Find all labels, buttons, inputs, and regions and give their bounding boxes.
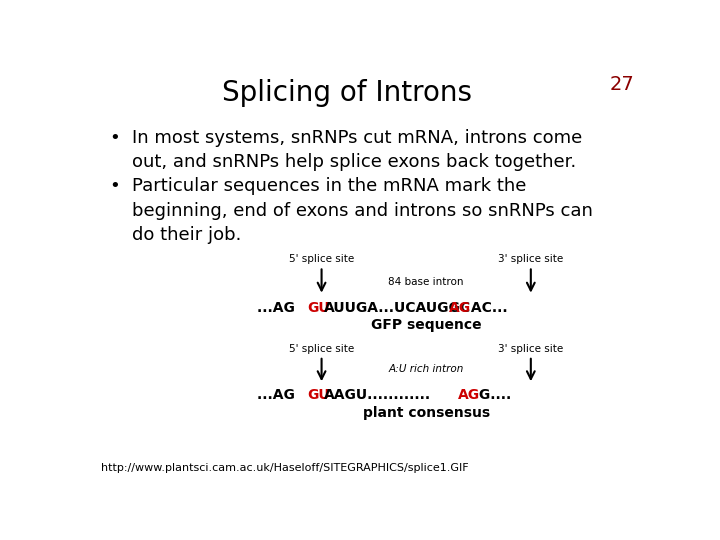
Text: ...AG: ...AG bbox=[258, 301, 300, 315]
Text: do their job.: do their job. bbox=[132, 226, 241, 244]
Text: 5' splice site: 5' splice site bbox=[289, 254, 354, 265]
Text: GU: GU bbox=[307, 301, 330, 315]
Text: •: • bbox=[109, 178, 120, 195]
Text: http://www.plantsci.cam.ac.uk/Haseloff/SITEGRAPHICS/splice1.GIF: http://www.plantsci.cam.ac.uk/Haseloff/S… bbox=[101, 463, 469, 473]
Text: AG: AG bbox=[449, 301, 472, 315]
Text: In most systems, snRNPs cut mRNA, introns come: In most systems, snRNPs cut mRNA, intron… bbox=[132, 129, 582, 147]
Text: A:U rich intron: A:U rich intron bbox=[389, 364, 464, 374]
Text: •: • bbox=[109, 129, 120, 147]
Text: Particular sequences in the mRNA mark the: Particular sequences in the mRNA mark th… bbox=[132, 178, 526, 195]
Text: ...AG: ...AG bbox=[258, 388, 300, 402]
Text: out, and snRNPs help splice exons back together.: out, and snRNPs help splice exons back t… bbox=[132, 153, 576, 171]
Text: 3' splice site: 3' splice site bbox=[498, 344, 564, 354]
Text: plant consensus: plant consensus bbox=[363, 406, 490, 420]
Text: 84 base intron: 84 base intron bbox=[389, 277, 464, 287]
Text: 3' splice site: 3' splice site bbox=[498, 254, 564, 265]
Text: AAGU............: AAGU............ bbox=[324, 388, 431, 402]
Text: AC...: AC... bbox=[466, 301, 508, 315]
Text: AUUGA...UCAUGGC: AUUGA...UCAUGGC bbox=[324, 301, 472, 315]
Text: GFP sequence: GFP sequence bbox=[371, 318, 482, 332]
Text: 27: 27 bbox=[609, 75, 634, 94]
Text: beginning, end of exons and introns so snRNPs can: beginning, end of exons and introns so s… bbox=[132, 201, 593, 220]
Text: G....: G.... bbox=[474, 388, 512, 402]
Text: Splicing of Introns: Splicing of Introns bbox=[222, 79, 472, 107]
Text: 5' splice site: 5' splice site bbox=[289, 344, 354, 354]
Text: AG: AG bbox=[458, 388, 480, 402]
Text: GU: GU bbox=[307, 388, 330, 402]
